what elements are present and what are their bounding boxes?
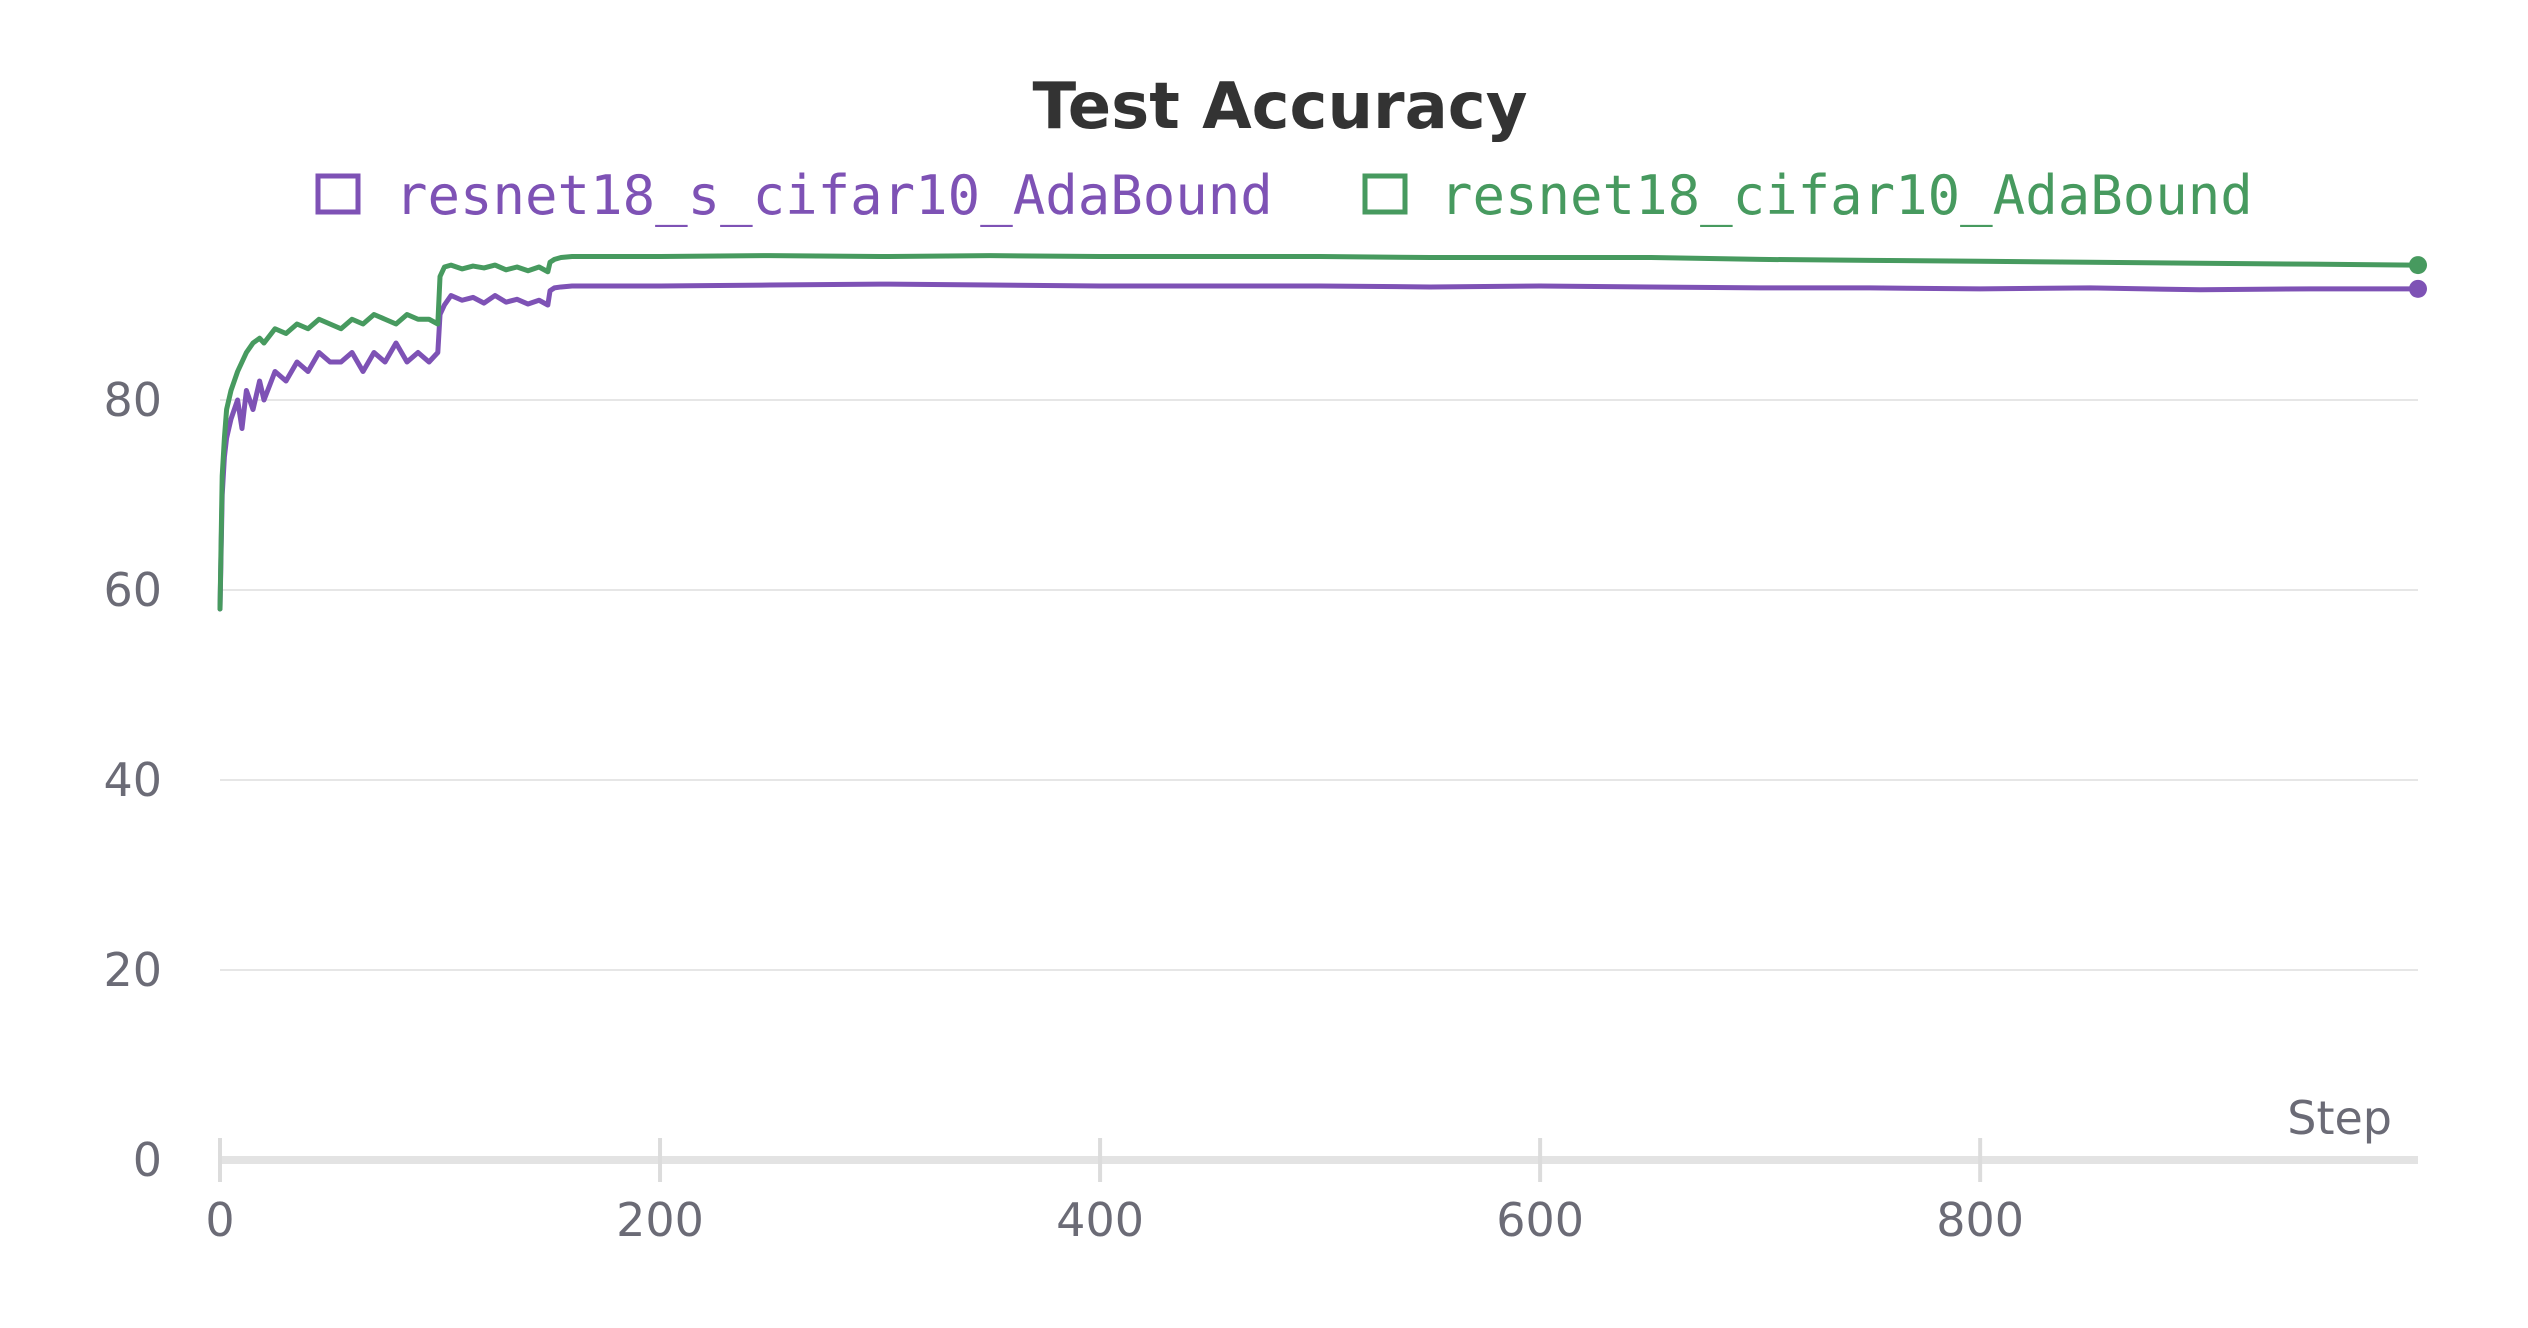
y-tick-label: 80 xyxy=(103,373,162,427)
legend-label-2: resnet18_cifar10_AdaBound xyxy=(1440,164,2253,227)
x-tick-label: 0 xyxy=(205,1193,234,1247)
legend-swatch-2[interactable] xyxy=(1362,173,1408,215)
grid-lines xyxy=(220,399,2418,971)
y-tick-label: 40 xyxy=(103,753,162,807)
x-tick-label: 600 xyxy=(1496,1193,1584,1247)
x-tick-label: 400 xyxy=(1056,1193,1144,1247)
series-layer xyxy=(217,253,2427,612)
x-tick-label: 200 xyxy=(616,1193,704,1247)
series-line-2[interactable] xyxy=(217,253,2421,612)
y-tick-label: 0 xyxy=(133,1133,162,1187)
x-axis-label: Step xyxy=(2287,1091,2392,1145)
legend: resnet18_s_cifar10_AdaBound resnet18_cif… xyxy=(315,164,2253,227)
chart-title: Test Accuracy xyxy=(1033,70,1528,144)
x-tick-label: 800 xyxy=(1936,1193,2024,1247)
series-end-marker-1[interactable] xyxy=(2409,279,2427,298)
legend-label-1: resnet18_s_cifar10_AdaBound xyxy=(395,164,1273,227)
y-tick-label: 20 xyxy=(103,943,162,997)
y-tick-label: 60 xyxy=(103,563,162,617)
legend-swatch-1[interactable] xyxy=(315,173,361,215)
series-end-marker-2[interactable] xyxy=(2409,256,2427,275)
series-line-1[interactable] xyxy=(217,281,2421,612)
